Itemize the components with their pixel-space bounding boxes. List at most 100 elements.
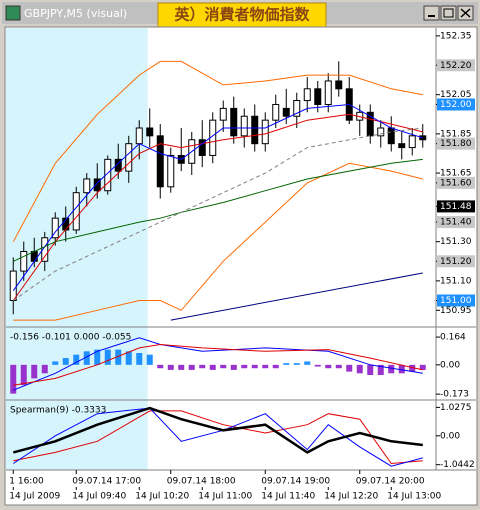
histogram-bar (41, 364, 48, 374)
candle-body (72, 192, 80, 231)
candle-body (303, 88, 311, 102)
y-tick-label: 151.10 (440, 276, 472, 286)
y-tick-label: 1.0275 (440, 403, 472, 413)
y-tick-label: 152.35 (440, 31, 472, 41)
candle-body (293, 100, 301, 117)
price-label-box (437, 137, 475, 150)
candle-body (198, 139, 206, 156)
candle-body (398, 143, 406, 149)
y-tick-label: 151.20 (440, 257, 472, 267)
histogram-bar (178, 364, 185, 370)
indicator-line (13, 410, 423, 465)
histogram-bar (115, 349, 122, 365)
histogram-bar (325, 364, 332, 369)
price-label-box (437, 216, 475, 229)
x-tick-label: 1 16:00 (9, 477, 44, 487)
app-icon (5, 5, 21, 21)
candle-body (135, 127, 143, 145)
histogram-bar (157, 364, 164, 369)
candle-body (240, 115, 248, 137)
y-tick-label: 151.65 (440, 169, 472, 179)
price-label-box (437, 294, 475, 307)
histogram-bar (251, 364, 258, 369)
minimize-button[interactable] (423, 5, 440, 21)
y-tick-label: 150.95 (440, 306, 472, 316)
window-buttons[interactable] (423, 5, 474, 21)
candle-body (93, 178, 101, 192)
candle-body (366, 111, 374, 137)
histogram-bar (136, 353, 143, 365)
histogram-bar (199, 364, 206, 369)
histogram-bar (167, 364, 174, 370)
histogram-bar (367, 364, 374, 375)
histogram-bar (419, 364, 426, 370)
x-tick-label: 09.07.14 18:00 (167, 477, 236, 487)
x-tick-label: 14 Jul 13:00 (387, 492, 441, 502)
histogram-bar (209, 364, 216, 370)
histogram-bar (230, 364, 237, 370)
histogram-bar (335, 364, 342, 369)
histogram-bar (272, 364, 279, 369)
histogram-bar (356, 364, 363, 374)
candle-body (114, 158, 122, 172)
candle-body (335, 80, 343, 90)
y-tick-label: 151.40 (440, 218, 472, 228)
candle-body (20, 250, 28, 272)
window-title: GBPJPY,M5 (visual) (24, 7, 127, 20)
indicator-line (12, 406, 423, 454)
candle-body (272, 103, 280, 121)
candle-body (251, 115, 259, 145)
indicator-line (13, 158, 423, 262)
histogram-bar (73, 354, 80, 365)
y-tick-label: 151.80 (440, 139, 472, 149)
histogram-bar (52, 361, 59, 365)
price-label-box (437, 176, 475, 189)
x-tick-label: 09.07.14 19:00 (261, 477, 330, 487)
x-tick-label: 14 Jul 10:20 (135, 492, 189, 502)
candle-body (324, 80, 332, 105)
indicator-label: -0.156 -0.101 0.000 -0.055 (10, 333, 131, 343)
histogram-bar (377, 364, 384, 375)
candle-body (41, 237, 49, 262)
session-shade (6, 28, 148, 470)
price-label-box (437, 200, 475, 213)
y-tick-label: 152.00 (440, 100, 472, 110)
candle-body (387, 127, 395, 145)
indicator-line (13, 343, 423, 386)
x-tick-label: 09.07.14 20:00 (356, 477, 425, 487)
y-tick-label: 151.48 (440, 202, 472, 212)
indicator-line (13, 162, 423, 321)
candle-body (9, 270, 17, 301)
price-label-box (437, 98, 475, 111)
y-tick-label: 0.00 (440, 360, 460, 370)
price-label-box (437, 59, 475, 72)
histogram-bar (398, 364, 405, 374)
maximize-button[interactable] (440, 5, 457, 21)
candle-body (282, 107, 290, 117)
candle-body (230, 107, 238, 137)
indicator-line (13, 407, 423, 467)
histogram-bar (388, 364, 395, 374)
price-label-box (437, 255, 475, 268)
maximize-icon (443, 8, 454, 18)
histogram-bar (10, 364, 17, 394)
x-tick-label: 14 Jul 09:40 (72, 492, 126, 502)
y-tick-label: 152.20 (440, 61, 472, 71)
candle-body (146, 127, 154, 137)
y-tick-label: 152.05 (440, 90, 472, 100)
indicator-label: Spearman(9) -0.3333 (10, 406, 106, 416)
annotation: 英）消費者物価指数 (174, 6, 310, 24)
histogram-bar (314, 364, 321, 367)
x-tick-label: 14 Jul 11:00 (198, 492, 252, 502)
histogram-bar (188, 364, 195, 370)
histogram-bar (304, 361, 311, 365)
histogram-bar (20, 364, 27, 386)
indicator-line (13, 127, 423, 301)
candle-body (156, 135, 164, 188)
x-tick-label: 14 Jul 11:40 (261, 492, 315, 502)
candle-body (125, 143, 133, 172)
histogram-bar (283, 363, 290, 365)
